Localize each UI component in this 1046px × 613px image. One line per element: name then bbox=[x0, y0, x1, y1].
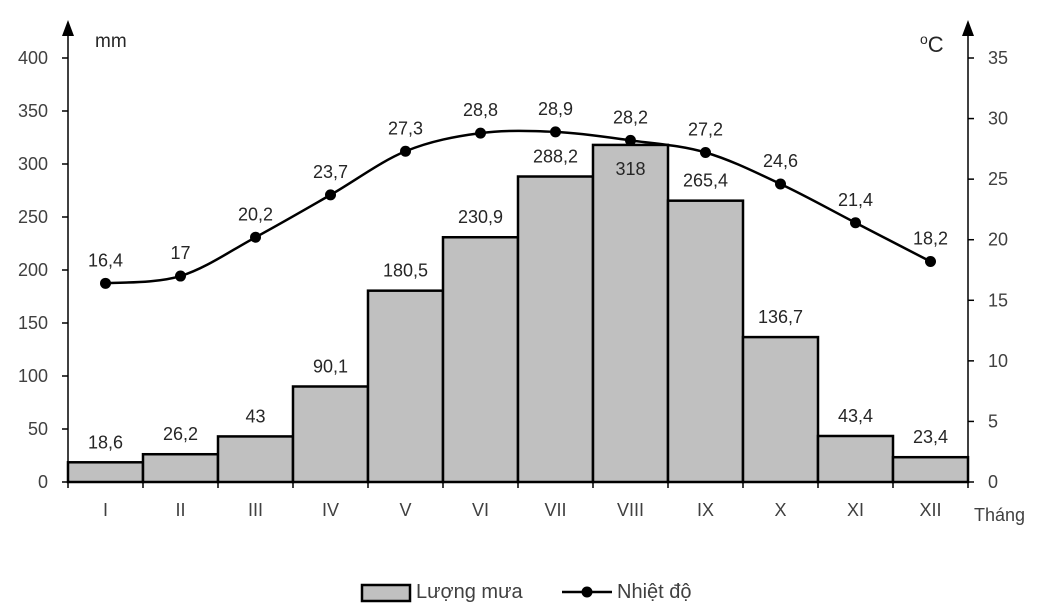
bar-value-label-XI: 43,4 bbox=[838, 406, 873, 426]
bar-value-label-V: 180,5 bbox=[383, 261, 428, 281]
temperature-point-II bbox=[175, 270, 186, 282]
right-axis-unit-base: C bbox=[928, 32, 944, 57]
bar-value-label-X: 136,7 bbox=[758, 307, 803, 327]
bar-IV bbox=[291, 385, 370, 484]
data-labels: 18,6 26,2 43 90,1 180,5 230,9 288,2 318 265,4 136… bbox=[88, 99, 948, 452]
bar-value-label-II: 26,2 bbox=[163, 424, 198, 444]
x-tick-label-III: III bbox=[248, 500, 263, 520]
bar-value-label-I: 18,6 bbox=[88, 432, 123, 452]
right-tick-label: 30 bbox=[988, 109, 1008, 129]
bar-XII bbox=[891, 455, 970, 484]
temperature-value-label-I: 16,4 bbox=[88, 250, 123, 270]
left-tick-label: 400 bbox=[18, 48, 48, 68]
bar-XI bbox=[816, 434, 895, 484]
bar-X bbox=[741, 335, 820, 484]
right-axis-arrow bbox=[962, 20, 974, 36]
bar-I bbox=[66, 461, 145, 484]
right-tick-label: 0 bbox=[988, 472, 998, 492]
x-tick-label-IX: IX bbox=[697, 500, 714, 520]
left-tick-label: 50 bbox=[28, 419, 48, 439]
temperature-point-VI bbox=[475, 127, 486, 139]
right-axis-unit: oC bbox=[920, 31, 944, 57]
left-tick-label: 150 bbox=[18, 313, 48, 333]
right-tick-label: 5 bbox=[988, 411, 998, 431]
right-tick-label: 15 bbox=[988, 290, 1008, 310]
bar-value-label-IV: 90,1 bbox=[313, 356, 348, 376]
bar-value-label-XII: 23,4 bbox=[913, 427, 948, 447]
x-tick-label-VII: VII bbox=[544, 500, 566, 520]
bar-IX bbox=[666, 199, 745, 484]
temperature-point-X bbox=[775, 178, 786, 190]
left-tick-label: 0 bbox=[38, 472, 48, 492]
legend-label-temperature: Nhiệt độ bbox=[617, 581, 692, 603]
x-tick-label-XII: XII bbox=[919, 500, 941, 520]
temperature-value-label-XII: 18,2 bbox=[913, 229, 948, 249]
right-tick-label: 10 bbox=[988, 351, 1008, 371]
bar-II bbox=[141, 452, 220, 484]
temperature-value-label-III: 20,2 bbox=[238, 204, 273, 224]
x-tick-label-V: V bbox=[399, 500, 411, 520]
right-tick-label: 20 bbox=[988, 230, 1008, 250]
left-tick-label: 350 bbox=[18, 101, 48, 121]
x-tick-label-XI: XI bbox=[847, 500, 864, 520]
temperature-value-label-V: 27,3 bbox=[388, 118, 423, 138]
temperature-point-IX bbox=[700, 146, 711, 158]
x-tick-label-VIII: VIII bbox=[617, 500, 644, 520]
bar-VI bbox=[441, 235, 520, 484]
left-axis-arrow bbox=[62, 20, 74, 36]
temperature-point-I bbox=[100, 277, 111, 289]
bar-VIII bbox=[591, 143, 670, 484]
right-tick-label: 25 bbox=[988, 169, 1008, 189]
x-tick-label-VI: VI bbox=[472, 500, 489, 520]
temperature-point-VII bbox=[550, 126, 561, 138]
x-tick-label-IV: IV bbox=[322, 500, 339, 520]
temperature-value-label-IX: 27,2 bbox=[688, 119, 723, 139]
bar-value-label-III: 43 bbox=[245, 406, 265, 426]
x-tick-label-II: II bbox=[175, 500, 185, 520]
temperature-line-layer bbox=[100, 126, 936, 289]
bar-VII bbox=[516, 175, 595, 484]
legend-label-precipitation: Lượng mưa bbox=[416, 581, 523, 603]
temperature-value-label-X: 24,6 bbox=[763, 151, 798, 171]
right-axis-unit-superscript: o bbox=[920, 31, 928, 47]
left-tick-label: 200 bbox=[18, 260, 48, 280]
temperature-value-label-II: 17 bbox=[170, 243, 190, 263]
x-tick-label-X: X bbox=[774, 500, 786, 520]
temperature-value-label-VI: 28,8 bbox=[463, 100, 498, 120]
left-tick-label: 250 bbox=[18, 207, 48, 227]
temperature-point-III bbox=[250, 231, 261, 243]
temperature-value-label-IV: 23,7 bbox=[313, 162, 348, 182]
left-tick-label: 100 bbox=[18, 366, 48, 386]
temperature-line bbox=[105, 129, 932, 285]
bar-value-label-VII: 288,2 bbox=[533, 147, 578, 167]
precipitation-bars bbox=[66, 143, 970, 484]
bar-value-label-IX: 265,4 bbox=[683, 171, 728, 191]
temperature-value-label-VII: 28,9 bbox=[538, 99, 573, 119]
bar-value-label-VIII: 318 bbox=[615, 159, 645, 179]
temperature-value-label-XI: 21,4 bbox=[838, 190, 873, 210]
legend-bar-swatch bbox=[360, 583, 412, 603]
bar-III bbox=[216, 435, 295, 484]
legend: Lượng mưa Nhiệt độ bbox=[360, 581, 692, 603]
left-tick-label: 300 bbox=[18, 154, 48, 174]
x-tick-label-I: I bbox=[103, 500, 108, 520]
legend-line-marker bbox=[581, 586, 593, 598]
temperature-point-VIII bbox=[625, 134, 636, 146]
right-tick-label: 35 bbox=[988, 48, 1008, 68]
bar-V bbox=[366, 289, 445, 484]
x-axis-title: Tháng bbox=[974, 505, 1025, 525]
temperature-point-V bbox=[400, 145, 411, 157]
temperature-point-XI bbox=[850, 217, 861, 229]
temperature-value-label-VIII: 28,2 bbox=[613, 107, 648, 127]
temperature-point-IV bbox=[325, 189, 336, 201]
left-axis-unit: mm bbox=[95, 31, 127, 52]
bar-value-label-VI: 230,9 bbox=[458, 207, 503, 227]
temperature-point-XII bbox=[925, 256, 936, 268]
